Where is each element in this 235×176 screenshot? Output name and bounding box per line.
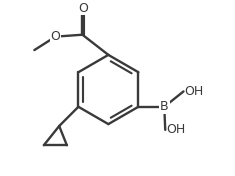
Text: OH: OH — [184, 85, 204, 98]
Text: O: O — [78, 2, 88, 15]
Text: OH: OH — [166, 123, 185, 136]
Text: B: B — [160, 100, 168, 113]
Text: O: O — [51, 30, 60, 43]
